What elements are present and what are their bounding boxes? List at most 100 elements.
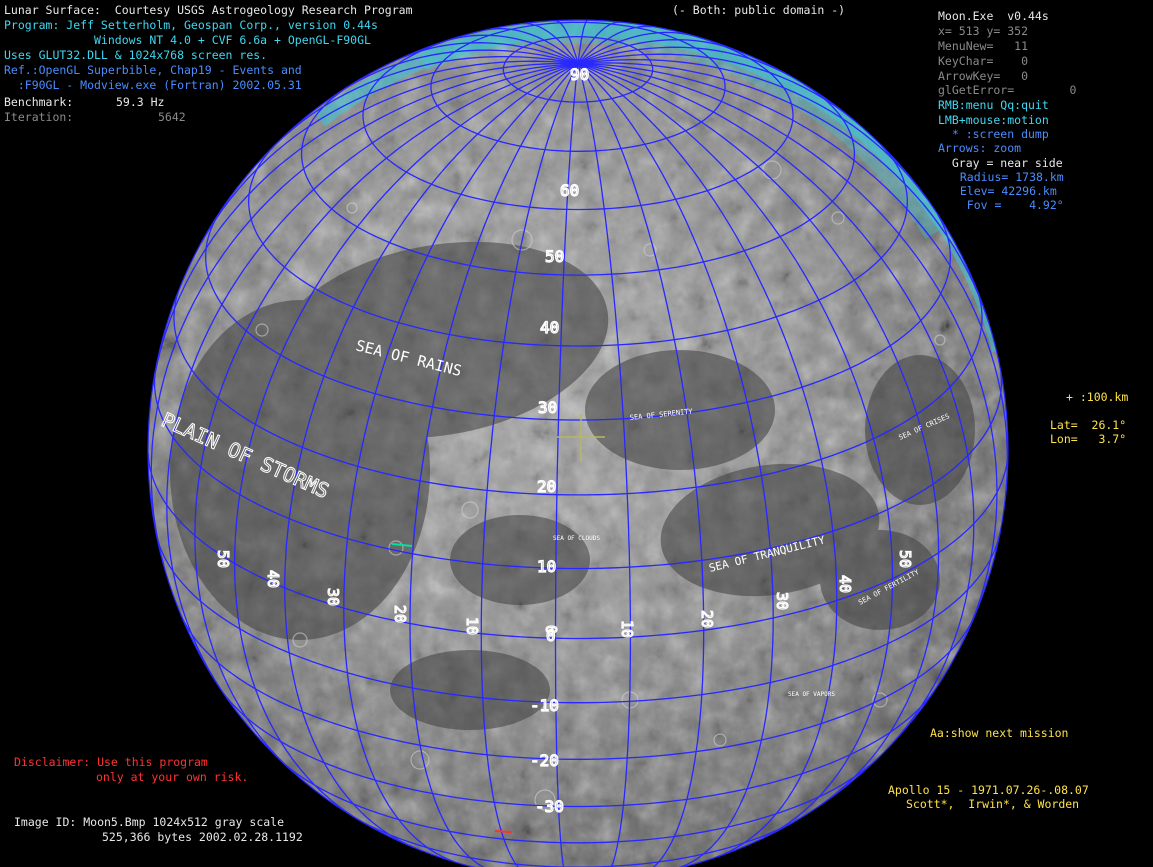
grid-line [577,62,1009,501]
lat-label: 40 [540,318,559,337]
grid-line [577,31,696,65]
grid-line [577,63,632,867]
longitude-readout: Lon= 3.7° [1050,432,1127,446]
mare-label-vapors: SEA OF VAPORS [788,691,835,698]
rmb-hint: RMB:menu Qq:quit [938,98,1049,112]
latitude-labels: 90 60 50 40 30 20 10 0 -10 -20 -30 [529,64,590,816]
gl-error-value: glGetError= 0 [938,83,1077,97]
maria-shading [170,241,975,730]
grid-line [577,62,894,839]
grid-line [356,818,800,867]
grid-line [221,690,935,808]
latitude-readout: Lat= 26.1° [1050,418,1127,432]
grid-line [205,214,951,421]
iteration-value: 5642 [158,110,186,124]
grid-line [554,63,579,867]
grid-line [284,62,579,849]
lat-label: 50 [545,247,564,266]
lat-label: 30 [538,398,557,417]
grid-line [577,53,855,121]
grid-line [173,289,983,496]
lon-label: 20 [391,605,409,623]
grid-line [577,39,734,65]
grid-line [577,58,928,199]
next-mission-hint: Aa:show next mission [930,726,1069,740]
radius-readout: Radius= 1738.km [946,170,1064,184]
crosshair-cursor [557,414,605,462]
lon-label: 0 [542,625,560,634]
benchmark-label: Benchmark: [4,95,74,109]
grid-line [448,34,579,65]
elevation-readout: Elev= 42296.km [946,184,1057,198]
grid-line [577,62,998,647]
gray-near-side-note: Gray = near side [938,156,1063,170]
disclaimer-line-2: only at your own risk. [96,770,249,784]
grid-line [233,62,579,820]
program-line: Program: Jeff Setterholm, Geospan Corp.,… [4,18,378,32]
grid-line [279,759,877,844]
glut-line: Uses GLUT32.DLL & 1024x768 screen res. [4,48,268,62]
lmb-hint: LMB+mouse:motion [938,113,1049,127]
site-marker [391,543,413,547]
platform-line: Windows NT 4.0 + CVF 6.6a + OpenGL-F90GL [94,33,371,47]
lat-label: 10 [537,557,556,576]
grid-line [577,19,589,64]
grid-line [577,63,774,867]
mouse-xy: x= 513 y= 352 [938,24,1029,38]
grid-line [554,19,579,64]
fov-readout: Fov = 4.92° [946,198,1064,212]
lat-label: 20 [537,477,556,496]
grid-line [150,62,579,566]
lat-lon-grid [147,19,1009,867]
grid-line [152,62,579,387]
reference-line: Ref.:OpenGL Superbible, Chap19 - Events … [4,63,302,77]
grid-line [147,453,1009,640]
lat-label: -30 [535,797,564,816]
screen-dump-hint: * :screen dump [938,127,1049,141]
grid-line [577,25,652,64]
grid-line [345,49,579,89]
arrows-zoom-hint: Arrows: zoom [938,141,1022,155]
mare-label-clouds: SEA OF CLOUDS [553,535,600,542]
grid-line [274,55,579,146]
scale-indicator: + :100.km [1066,390,1129,404]
grid-line [155,533,1001,704]
lon-label: 50 [896,550,914,568]
lon-label: 50 [214,550,232,568]
benchmark-value: 59.3 Hz [116,95,165,109]
image-id-line: Image ID: Moon5.Bmp 1024x512 gray scale [14,815,285,829]
grid-line [362,35,794,211]
lon-label: 30 [324,588,342,606]
iteration-label: Iteration: [4,110,74,124]
grid-line [522,22,579,64]
grid-line [577,62,975,747]
lon-label: 20 [698,610,716,628]
grid-line [194,62,579,773]
grid-line [166,62,579,692]
lon-label: 40 [264,570,282,588]
grid-line [577,21,621,64]
grid-line [248,144,908,347]
lat-label: -10 [530,696,559,715]
grid-line [577,46,790,77]
grid-line [153,373,1003,570]
grid-line [577,62,940,807]
lon-label: 30 [773,592,791,610]
grid-line [577,62,838,859]
arrowkey-value: ArrowKey= 0 [938,69,1029,83]
grid-line [401,42,579,65]
lat-label: 0 [546,626,556,645]
lat-label: 90 [570,65,589,84]
f90gl-line: :F90GL - Modview.exe (Fortran) 2002.05.3… [4,78,302,92]
public-domain-note: (- Both: public domain -) [672,3,846,17]
grid-line [343,62,579,863]
grid-line [577,63,705,867]
lat-label: 60 [560,181,579,200]
grid-line [300,83,856,276]
disclaimer-line-1: Disclaimer: Use this program [14,755,208,769]
landing-marker [494,830,513,833]
menunew-counter: MenuNew= 11 [938,39,1029,53]
grid-line [486,27,579,65]
grid-line [200,60,579,243]
